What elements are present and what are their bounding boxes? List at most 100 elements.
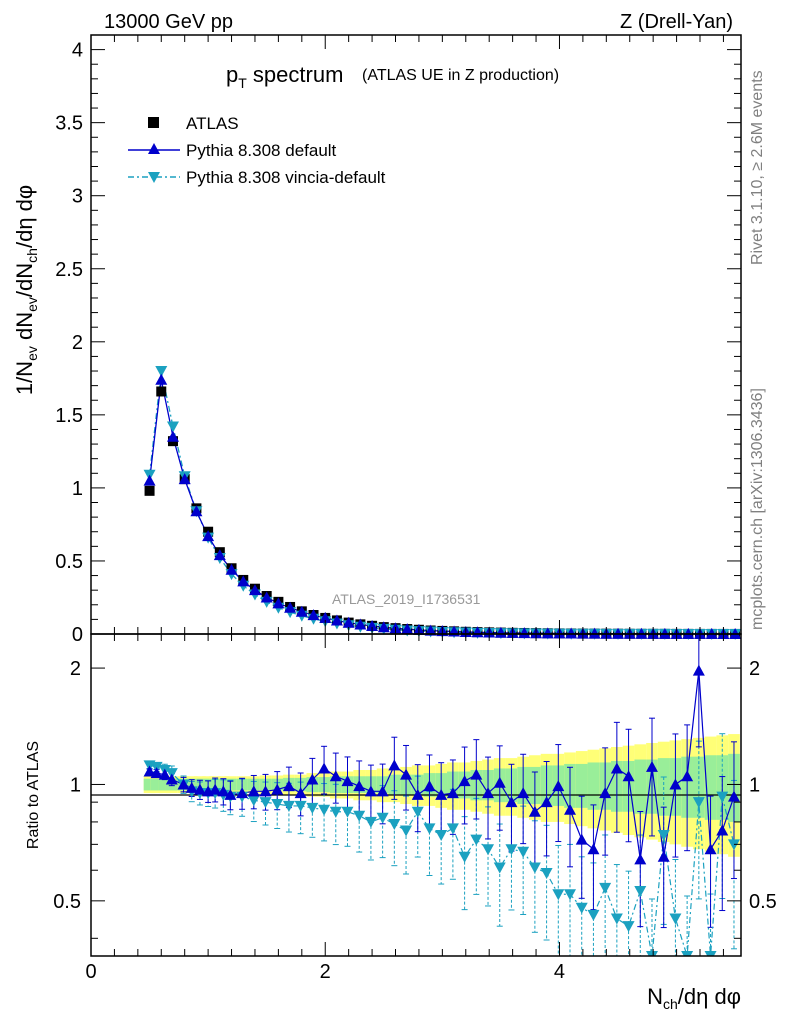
default-ratio-point (271, 783, 284, 795)
default-ratio-point (282, 780, 295, 792)
main-title-extra: (ATLAS UE in Z production) (362, 67, 559, 84)
ratio-band-green (704, 755, 717, 820)
x-tick-label: 4 (554, 961, 565, 983)
default-point (272, 597, 285, 609)
vincia-ratio-point (435, 830, 448, 842)
vincia-ratio-point (329, 806, 342, 818)
vincia-ratio-point (458, 851, 471, 863)
vincia-ratio-point (727, 839, 740, 851)
default-point (213, 549, 226, 561)
x-axis-label: Nch/dη dφ (647, 984, 741, 1012)
main-ytick-label: 2 (72, 332, 83, 354)
ratio-ytick-label-right: 1 (749, 774, 760, 796)
default-ratio-point (681, 770, 694, 782)
default-ratio-point (482, 787, 495, 799)
default-ratio-point (247, 785, 260, 797)
default-ratio-point (716, 824, 729, 836)
rivet-label: Rivet 3.1.10, ≥ 2.6M events (749, 70, 766, 265)
vincia-point (166, 421, 179, 433)
default-ratio-point (150, 767, 163, 779)
default-ratio-point (587, 843, 600, 855)
default-ratio-point (634, 853, 647, 865)
main-ytick-label: 2.5 (55, 259, 83, 281)
vincia-ratio-point (622, 921, 635, 933)
default-ratio-point (158, 768, 171, 780)
vincia-ratio-point (599, 882, 612, 894)
default-ratio-point (575, 833, 588, 845)
vincia-ratio-point (657, 830, 670, 842)
default-point (319, 611, 332, 623)
vincia-ratio-point (575, 902, 588, 914)
default-ratio-point (657, 850, 670, 862)
vincia-ratio-point (552, 889, 565, 901)
ratio-ylabel: Ratio to ATLAS (25, 741, 42, 849)
vincia-ratio-point (645, 951, 658, 956)
default-ratio-point (517, 787, 530, 799)
default-ratio-point (692, 664, 705, 676)
vincia-ratio-point (400, 825, 413, 837)
default-ratio-point (329, 770, 342, 782)
default-ratio-point (458, 775, 471, 787)
vincia-ratio-line (149, 764, 735, 956)
default-point (166, 430, 179, 442)
ratio-ticks: 0 2 4 0.5 1 2 0.5 1 2 (53, 634, 777, 983)
default-point (178, 473, 191, 485)
vincia-ratio-point (610, 913, 623, 925)
default-point (248, 584, 261, 596)
vincia-ratio-point (271, 799, 284, 811)
ratio-band-green (634, 759, 647, 814)
default-ratio-point (552, 780, 565, 792)
legend-atlas-label: ATLAS (186, 114, 239, 133)
main-ylabel: 1/Nev dNev/dNch/dη dφ (12, 185, 40, 395)
default-ratio-point (610, 762, 623, 774)
default-ratio-point (209, 783, 222, 795)
default-ratio-point (165, 773, 178, 785)
default-ratio-point (318, 762, 331, 774)
main-ytick-label: 4 (72, 40, 83, 62)
default-point (307, 609, 320, 621)
default-ratio-point (727, 790, 740, 802)
vincia-ratio-point (364, 816, 377, 828)
default-ratio-point (388, 759, 401, 771)
ratio-panel: 0 2 4 0.5 1 2 0.5 1 2 Ratio to ATLAS (25, 633, 777, 983)
default-point (143, 474, 156, 486)
main-ytick-label: 1 (72, 478, 83, 500)
default-point (202, 530, 215, 542)
default-ratio-point (364, 785, 377, 797)
default-ratio-point (528, 805, 541, 817)
main-ytick-label: 3.5 (55, 113, 83, 135)
x-tick-label: 2 (320, 961, 331, 983)
default-point (424, 624, 437, 636)
default-ratio-point (306, 773, 319, 785)
ratio-data-layer (143, 634, 740, 956)
default-point (342, 616, 355, 628)
default-point (155, 373, 168, 385)
vincia-ratio-point (564, 889, 577, 901)
default-point (295, 605, 308, 617)
default-ratio-point (341, 775, 354, 787)
vincia-ratio-point (247, 795, 260, 807)
default-point (260, 591, 273, 603)
energy-label: 13000 GeV pp (104, 11, 233, 33)
default-ratio-point (470, 768, 483, 780)
x-tick-label: 0 (85, 961, 96, 983)
default-point (366, 619, 379, 631)
vincia-point (155, 366, 168, 378)
vincia-ratio-point (411, 806, 424, 818)
default-ratio-point (493, 776, 506, 788)
vincia-ratio-point (388, 819, 401, 831)
vincia-ratio-point (306, 802, 319, 814)
vincia-ratio-point (669, 913, 682, 925)
main-ytick-label: 0 (72, 624, 83, 646)
default-ratio-point (217, 785, 230, 797)
legend-default-marker (148, 143, 160, 154)
default-ratio-point (540, 796, 553, 808)
vincia-ratio-point (493, 862, 506, 874)
legend-vincia-label: Pythia 8.308 vincia-default (186, 168, 386, 187)
default-ratio-point (599, 787, 612, 799)
default-ratio-point (185, 781, 198, 793)
default-point (225, 563, 238, 575)
vincia-ratio-point (259, 797, 272, 809)
default-point (518, 627, 531, 639)
